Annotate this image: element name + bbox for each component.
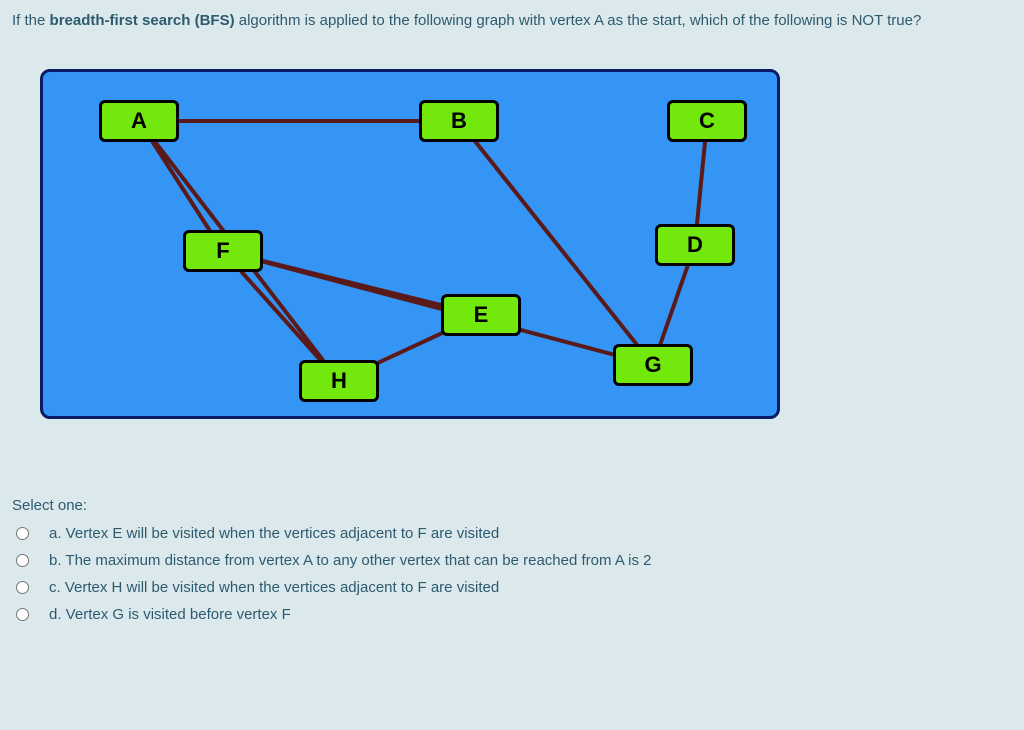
graph-panel: A B C F D E H G [40, 69, 780, 419]
option-label-a: a. Vertex E will be visited when the ver… [49, 525, 499, 542]
quiz-page: If the breadth-first search (BFS) algori… [0, 0, 1024, 628]
graph-edge [263, 261, 441, 305]
graph-node-d: D [655, 224, 735, 266]
select-one-label: Select one: [12, 497, 1012, 514]
graph-node-label: G [644, 352, 661, 378]
option-label-c: c. Vertex H will be visited when the ver… [49, 579, 499, 596]
graph-node-label: A [131, 108, 147, 134]
option-row-a[interactable]: a. Vertex E will be visited when the ver… [12, 520, 1012, 547]
option-row-d[interactable]: d. Vertex G is visited before vertex F [12, 601, 1012, 628]
question-bold: breadth-first search (BFS) [50, 12, 235, 29]
graph-edge [379, 334, 441, 363]
option-row-c[interactable]: c. Vertex H will be visited when the ver… [12, 574, 1012, 601]
option-radio-a[interactable] [16, 527, 29, 540]
option-row-b[interactable]: b. The maximum distance from vertex A to… [12, 547, 1012, 574]
graph-node-label: H [331, 368, 347, 394]
question-suffix: algorithm is applied to the following gr… [235, 12, 922, 29]
graph-edge [660, 266, 687, 344]
graph-node-h: H [299, 360, 379, 402]
option-label-b: b. The maximum distance from vertex A to… [49, 552, 652, 569]
graph-node-label: E [474, 302, 489, 328]
graph-node-label: F [216, 238, 229, 264]
option-label-d: d. Vertex G is visited before vertex F [49, 606, 291, 623]
question-text: If the breadth-first search (BFS) algori… [12, 10, 1012, 31]
graph-node-label: C [699, 108, 715, 134]
graph-node-f: F [183, 230, 263, 272]
graph-edge [242, 272, 321, 360]
option-radio-d[interactable] [16, 608, 29, 621]
graph-edge [697, 142, 705, 224]
answer-options: a. Vertex E will be visited when the ver… [12, 520, 1012, 628]
graph-node-label: D [687, 232, 703, 258]
graph-node-e: E [441, 294, 521, 336]
graph-edge [263, 262, 613, 355]
graph-node-c: C [667, 100, 747, 142]
question-prefix: If the [12, 12, 50, 29]
option-radio-b[interactable] [16, 554, 29, 567]
graph-node-g: G [613, 344, 693, 386]
option-radio-c[interactable] [16, 581, 29, 594]
graph-node-b: B [419, 100, 499, 142]
graph-edge [153, 142, 210, 230]
graph-node-a: A [99, 100, 179, 142]
graph-node-label: B [451, 108, 467, 134]
